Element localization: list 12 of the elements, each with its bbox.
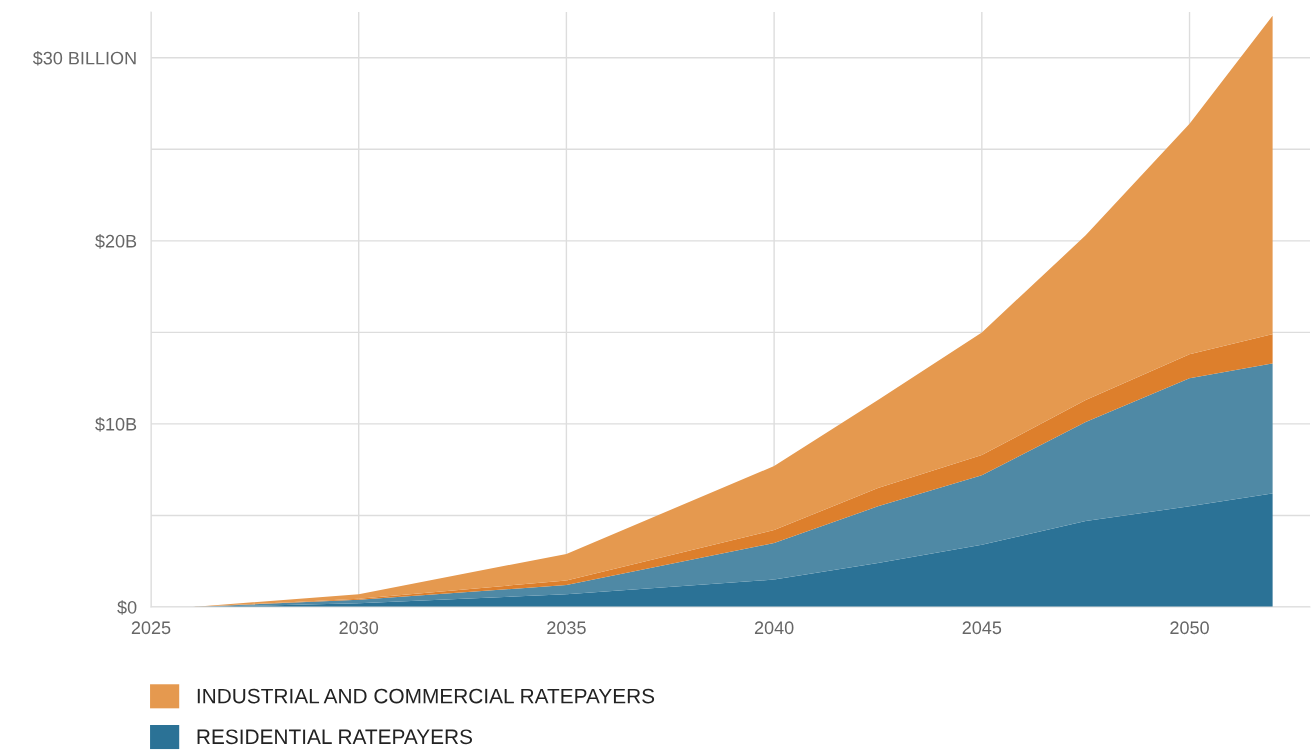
y-tick-label: $10B	[95, 417, 137, 432]
x-tick-label: 2035	[547, 621, 586, 635]
legend-label: RESIDENTIAL RATEPAYERS	[197, 729, 473, 745]
x-tick-label: 2030	[339, 621, 379, 635]
x-tick-label: 2025	[131, 621, 171, 635]
x-tick-label: 2040	[754, 621, 794, 635]
x-tick-label: 2045	[962, 621, 1002, 635]
x-tick-label: 2050	[1170, 621, 1209, 635]
y-tick-label: $20B	[95, 234, 137, 249]
y-tick-label: $30 BILLION	[32, 50, 136, 66]
y-tick-label: $0	[117, 600, 137, 615]
legend-label: INDUSTRIAL AND COMMERCIAL RATEPAYERS	[197, 688, 655, 704]
